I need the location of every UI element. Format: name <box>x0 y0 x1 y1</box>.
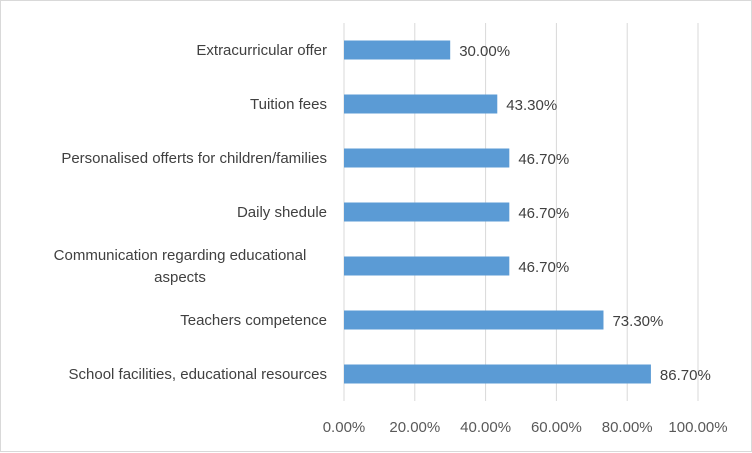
category-label: Communication regarding educational <box>54 247 307 264</box>
category-label: Extracurricular offer <box>196 42 327 59</box>
x-tick-label: 100.00% <box>668 419 727 436</box>
data-label: 46.70% <box>518 205 569 222</box>
data-label: 86.70% <box>660 367 711 384</box>
bar <box>344 148 510 168</box>
bar <box>344 40 451 60</box>
x-tick-label: 80.00% <box>602 419 653 436</box>
label-layer: 0.00% 20.00% 40.00% 60.00% 80.00% 100.00% Extr… <box>54 42 728 436</box>
bar <box>344 94 498 114</box>
data-label: 46.70% <box>518 259 569 276</box>
bar <box>344 256 510 276</box>
data-label: 73.30% <box>612 313 663 330</box>
category-label: Tuition fees <box>250 96 327 113</box>
bar-layer <box>344 40 651 384</box>
category-label: aspects <box>154 269 206 286</box>
category-label: Daily shedule <box>237 204 327 221</box>
category-label: School facilities, educational resources <box>69 366 327 383</box>
x-tick-label: 20.00% <box>389 419 440 436</box>
data-label: 46.70% <box>518 151 569 168</box>
data-label: 30.00% <box>459 43 510 60</box>
category-label: Teachers competence <box>180 312 327 329</box>
x-tick-label: 60.00% <box>531 419 582 436</box>
bar <box>344 310 604 330</box>
bar <box>344 202 510 222</box>
data-label: 43.30% <box>506 97 557 114</box>
bar <box>344 364 651 384</box>
category-label: Personalised offerts for children/famili… <box>61 150 327 167</box>
x-tick-label: 40.00% <box>460 419 511 436</box>
x-tick-label: 0.00% <box>323 419 366 436</box>
